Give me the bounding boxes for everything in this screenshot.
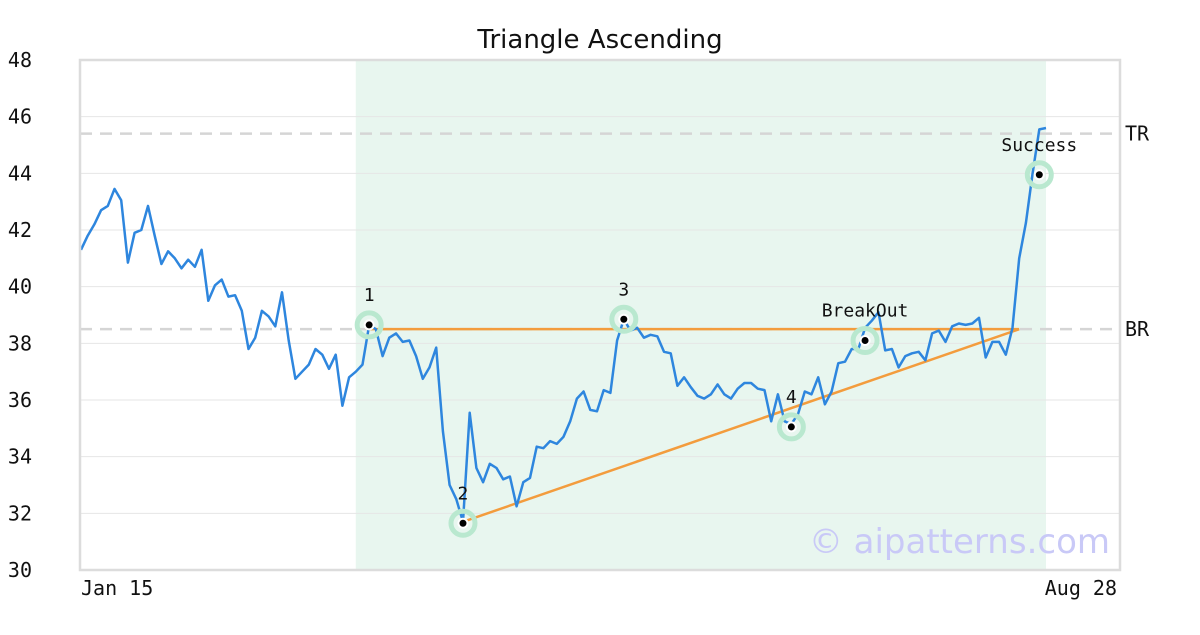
chart-title: Triangle Ascending <box>476 25 722 55</box>
watermark-text: © aipatterns.com <box>809 522 1110 562</box>
level-label-tr: TR <box>1125 122 1150 146</box>
y-tick-label-38: 38 <box>8 331 32 355</box>
point-halo-1 <box>354 310 384 340</box>
point-halo-4 <box>776 412 806 442</box>
plot-frame <box>78 58 1122 572</box>
level-label-br: BR <box>1125 317 1150 341</box>
point-label-4: 4 <box>786 387 797 408</box>
series-layer <box>79 126 1047 524</box>
point-halo-3 <box>609 304 639 334</box>
point-marker-3 <box>620 315 628 323</box>
trendlines-layer <box>369 327 1020 524</box>
point-marker-1 <box>365 321 373 329</box>
y-tick-label-40: 40 <box>8 275 32 299</box>
y-tick-label-46: 46 <box>8 105 32 129</box>
point-label-3: 3 <box>618 279 629 300</box>
y-tick-label-32: 32 <box>8 501 32 525</box>
point-label-breakout: BreakOut <box>822 301 909 322</box>
x-tick-label-first: Jan 15 <box>81 576 153 600</box>
point-label-2: 2 <box>458 483 469 504</box>
y-tick-label-36: 36 <box>8 388 32 412</box>
point-marker-success <box>1035 171 1043 179</box>
pattern-points-layer: 1 2 3 4 BreakOut Success <box>354 135 1077 538</box>
y-tick-label-44: 44 <box>8 161 32 185</box>
plot-background-layer <box>355 60 1046 570</box>
price-series-line <box>79 126 1047 524</box>
point-halo-2 <box>448 508 478 538</box>
point-label-1: 1 <box>364 285 375 306</box>
point-label-success: Success <box>1001 135 1077 156</box>
point-halo-success <box>1024 160 1054 190</box>
pattern-highlight-region <box>355 60 1046 570</box>
y-tick-label-34: 34 <box>8 445 32 469</box>
point-marker-2 <box>459 519 467 527</box>
y-tick-label-48: 48 <box>8 48 32 72</box>
trendline-2 <box>462 327 1020 524</box>
point-halo-breakout <box>850 326 880 355</box>
point-marker-4 <box>787 423 795 431</box>
point-marker-breakout <box>861 337 869 344</box>
y-tick-label-42: 42 <box>8 218 32 242</box>
y-tick-label-30: 30 <box>8 558 32 582</box>
x-tick-label-last: Aug 28 <box>1045 576 1117 600</box>
